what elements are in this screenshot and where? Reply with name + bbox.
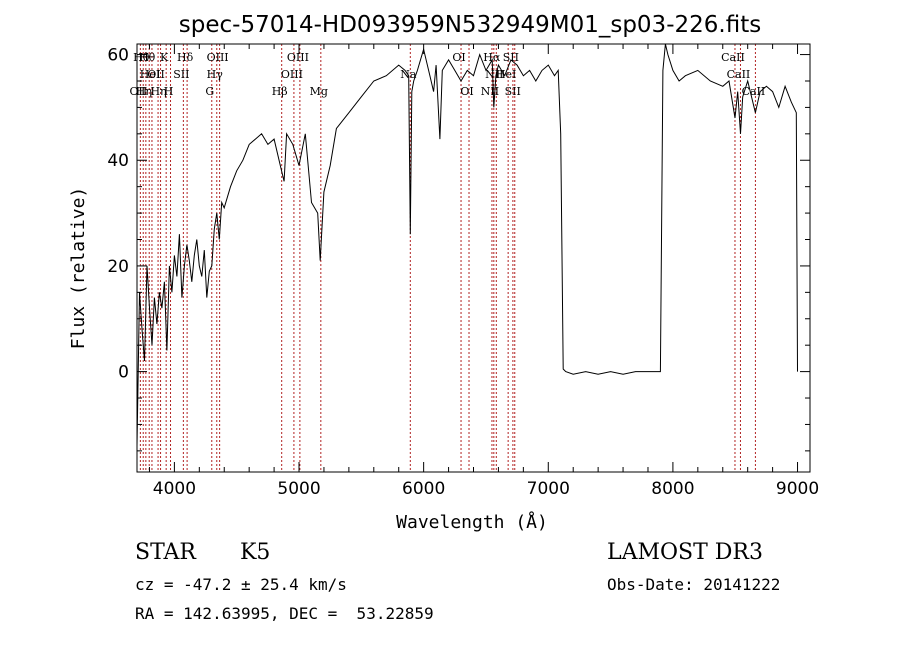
spectrum-line	[136, 43, 798, 446]
object-subclass: K5	[240, 540, 271, 565]
redshift-velocity: cz = -47.2 ± 25.4 km/s	[135, 575, 347, 594]
plot-frame	[136, 43, 811, 473]
line-marker-labels: OIIHθHηHθHeIOIIHηKHSIIHδGHγOIIIHβOIIIOII…	[130, 51, 766, 98]
survey-name: LAMOST DR3	[607, 540, 763, 565]
line-marker-label: Hδ	[177, 51, 194, 64]
y-tick-label: 40	[107, 151, 129, 171]
y-tick-label: 60	[107, 46, 129, 66]
line-marker-label: NII	[481, 85, 499, 98]
line-marker-label: Hβ	[272, 85, 288, 98]
line-marker-label: K	[160, 51, 169, 64]
line-marker-label: CaII	[721, 51, 745, 64]
observation-date: Obs-Date: 20141222	[607, 575, 781, 594]
chart-title: spec-57014-HD093959N532949M01_sp03-226.f…	[179, 12, 761, 38]
x-axis-label: Wavelength (Å)	[396, 511, 548, 533]
x-tick-label: 5000	[277, 479, 320, 499]
line-marker-label: G	[205, 85, 214, 98]
line-marker-label: OII	[147, 68, 165, 81]
axis-ticks	[137, 44, 810, 472]
line-marker-label: NII	[485, 68, 503, 81]
line-marker-label: OII	[130, 85, 148, 98]
line-marker-label: SII	[503, 51, 519, 64]
x-tick-label: 7000	[527, 479, 570, 499]
line-marker-label: Hη	[150, 85, 166, 98]
line-marker-label: OI	[452, 51, 465, 64]
object-class: STAR	[135, 540, 196, 565]
y-tick-label: 20	[107, 257, 129, 277]
x-tick-label: 8000	[651, 479, 694, 499]
coordinates: RA = 142.63995, DEC = 53.22859	[135, 604, 434, 623]
line-marker-label: CaII	[727, 68, 751, 81]
line-marker-label: Na	[400, 68, 417, 81]
x-tick-label: 4000	[153, 479, 196, 499]
line-marker-label: OI	[460, 85, 473, 98]
line-marker-label: OIII	[287, 51, 309, 64]
line-marker-label: Hα	[483, 51, 501, 64]
y-tick-label: 0	[118, 363, 129, 383]
axis-tick-labels: 4000 5000 6000 7000 8000 9000 0 20 40 60	[107, 46, 819, 499]
line-marker-label: Hγ	[207, 68, 224, 81]
line-marker-label: SII	[505, 85, 521, 98]
line-markers	[139, 44, 756, 472]
x-tick-label: 9000	[776, 479, 819, 499]
y-axis-label: Flux (relative)	[68, 187, 89, 350]
line-marker-label: SII	[173, 68, 189, 81]
line-marker-label: H	[164, 85, 174, 98]
line-marker-label: HeI	[140, 68, 160, 81]
line-marker-label: Mg	[310, 85, 328, 98]
line-marker-label: OIII	[281, 68, 303, 81]
line-marker-label: HeI	[496, 68, 516, 81]
line-marker-label: OIII	[207, 51, 229, 64]
line-marker-label: CaII	[742, 85, 766, 98]
line-marker-label: Hθ	[139, 51, 156, 64]
x-tick-label: 6000	[402, 479, 445, 499]
line-marker-label: Hη	[136, 85, 152, 98]
